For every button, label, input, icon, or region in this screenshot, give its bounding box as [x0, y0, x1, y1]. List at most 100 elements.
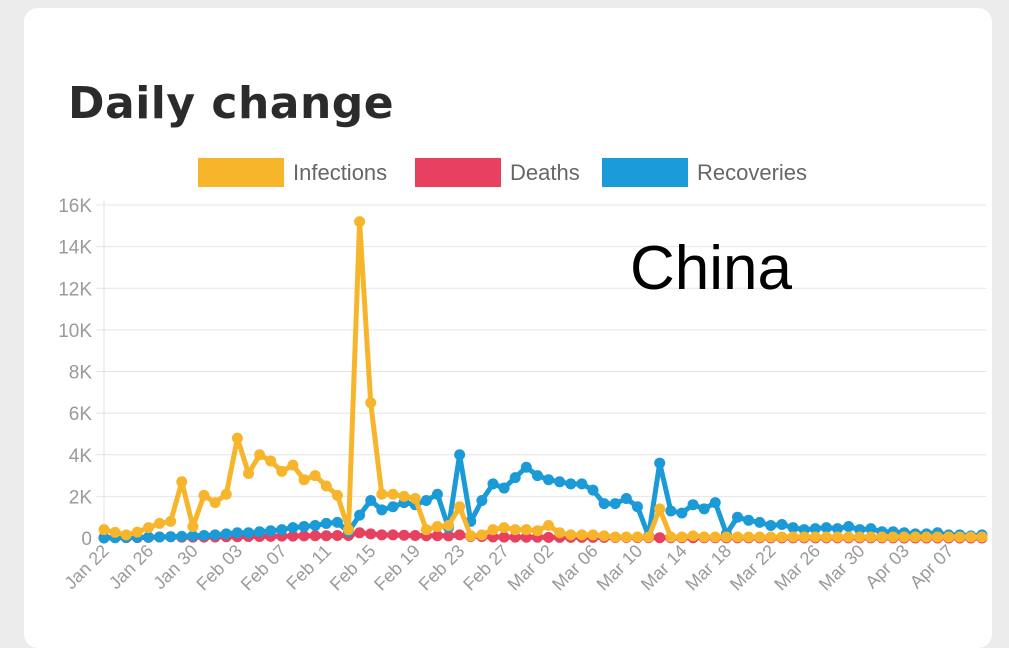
- data-point-infections[interactable]: [731, 531, 743, 543]
- data-point-deaths[interactable]: [320, 530, 332, 542]
- data-point-recoveries[interactable]: [354, 509, 366, 521]
- data-point-infections[interactable]: [176, 476, 188, 488]
- data-point-recoveries[interactable]: [365, 495, 377, 507]
- data-point-recoveries[interactable]: [454, 449, 466, 461]
- data-point-recoveries[interactable]: [476, 495, 488, 507]
- data-point-recoveries[interactable]: [265, 525, 277, 537]
- data-point-infections[interactable]: [676, 531, 688, 543]
- data-point-infections[interactable]: [376, 488, 388, 500]
- data-point-infections[interactable]: [209, 497, 221, 509]
- data-point-infections[interactable]: [465, 530, 477, 542]
- data-point-infections[interactable]: [654, 503, 666, 515]
- data-point-recoveries[interactable]: [554, 476, 566, 488]
- data-point-deaths[interactable]: [443, 530, 455, 542]
- data-point-recoveries[interactable]: [331, 516, 343, 528]
- data-point-infections[interactable]: [165, 515, 177, 527]
- data-point-infections[interactable]: [954, 531, 966, 543]
- data-point-infections[interactable]: [131, 526, 143, 538]
- data-point-infections[interactable]: [876, 531, 888, 543]
- data-point-recoveries[interactable]: [142, 531, 154, 543]
- data-point-recoveries[interactable]: [254, 526, 266, 538]
- data-point-deaths[interactable]: [287, 530, 299, 542]
- data-point-infections[interactable]: [887, 531, 899, 543]
- data-point-infections[interactable]: [331, 489, 343, 501]
- legend-swatch-recoveries[interactable]: [602, 158, 688, 187]
- data-point-infections[interactable]: [898, 531, 910, 543]
- data-point-infections[interactable]: [431, 521, 443, 533]
- data-point-infections[interactable]: [643, 531, 655, 543]
- data-point-recoveries[interactable]: [565, 478, 577, 490]
- data-point-recoveries[interactable]: [287, 522, 299, 534]
- data-point-infections[interactable]: [443, 520, 455, 532]
- data-point-infections[interactable]: [843, 531, 855, 543]
- data-point-deaths[interactable]: [298, 530, 310, 542]
- data-point-infections[interactable]: [531, 525, 543, 537]
- data-point-deaths[interactable]: [454, 529, 466, 541]
- data-point-infections[interactable]: [832, 531, 844, 543]
- data-point-recoveries[interactable]: [865, 523, 877, 535]
- data-point-infections[interactable]: [631, 531, 643, 543]
- data-point-infections[interactable]: [965, 531, 977, 543]
- data-point-infections[interactable]: [709, 531, 721, 543]
- data-point-infections[interactable]: [720, 531, 732, 543]
- data-point-infections[interactable]: [598, 530, 610, 542]
- data-point-infections[interactable]: [109, 526, 121, 538]
- data-point-infections[interactable]: [865, 531, 877, 543]
- data-point-recoveries[interactable]: [754, 516, 766, 528]
- data-point-infections[interactable]: [765, 531, 777, 543]
- data-point-recoveries[interactable]: [698, 503, 710, 515]
- data-point-infections[interactable]: [409, 492, 421, 504]
- data-point-deaths[interactable]: [398, 529, 410, 541]
- data-point-recoveries[interactable]: [609, 498, 621, 510]
- data-point-recoveries[interactable]: [487, 478, 499, 490]
- data-point-infections[interactable]: [320, 480, 332, 492]
- data-point-infections[interactable]: [787, 531, 799, 543]
- data-point-infections[interactable]: [298, 474, 310, 486]
- data-point-infections[interactable]: [387, 488, 399, 500]
- data-point-recoveries[interactable]: [709, 497, 721, 509]
- data-point-recoveries[interactable]: [665, 505, 677, 517]
- data-point-recoveries[interactable]: [543, 474, 555, 486]
- data-point-recoveries[interactable]: [820, 522, 832, 534]
- data-point-deaths[interactable]: [654, 532, 666, 544]
- data-point-deaths[interactable]: [498, 531, 510, 543]
- data-point-infections[interactable]: [220, 488, 232, 500]
- data-point-infections[interactable]: [154, 517, 166, 529]
- data-point-infections[interactable]: [754, 531, 766, 543]
- data-point-recoveries[interactable]: [765, 520, 777, 532]
- data-point-infections[interactable]: [231, 432, 243, 444]
- data-point-recoveries[interactable]: [843, 521, 855, 533]
- data-point-infections[interactable]: [343, 524, 355, 536]
- data-point-infections[interactable]: [520, 524, 532, 536]
- data-point-recoveries[interactable]: [220, 528, 232, 540]
- data-point-infections[interactable]: [187, 521, 199, 533]
- data-point-recoveries[interactable]: [776, 518, 788, 530]
- data-point-deaths[interactable]: [365, 528, 377, 540]
- data-point-infections[interactable]: [120, 529, 132, 541]
- data-point-recoveries[interactable]: [154, 531, 166, 543]
- data-point-recoveries[interactable]: [509, 472, 521, 484]
- data-point-infections[interactable]: [776, 531, 788, 543]
- data-point-recoveries[interactable]: [631, 501, 643, 513]
- data-point-infections[interactable]: [254, 449, 266, 461]
- data-point-recoveries[interactable]: [531, 470, 543, 482]
- data-point-recoveries[interactable]: [787, 522, 799, 534]
- data-point-infections[interactable]: [354, 216, 366, 228]
- data-point-recoveries[interactable]: [209, 529, 221, 541]
- data-point-infections[interactable]: [820, 531, 832, 543]
- data-point-infections[interactable]: [509, 524, 521, 536]
- data-point-deaths[interactable]: [376, 529, 388, 541]
- legend-swatch-deaths[interactable]: [415, 158, 501, 187]
- data-point-infections[interactable]: [932, 531, 944, 543]
- data-point-recoveries[interactable]: [431, 488, 443, 500]
- data-point-recoveries[interactable]: [576, 478, 588, 490]
- data-point-infections[interactable]: [909, 531, 921, 543]
- data-point-recoveries[interactable]: [676, 507, 688, 519]
- data-point-recoveries[interactable]: [165, 531, 177, 543]
- data-point-infections[interactable]: [665, 531, 677, 543]
- data-point-recoveries[interactable]: [309, 520, 321, 532]
- data-point-recoveries[interactable]: [376, 504, 388, 516]
- legend-swatch-infections[interactable]: [198, 158, 284, 187]
- data-point-infections[interactable]: [920, 531, 932, 543]
- data-point-recoveries[interactable]: [654, 457, 666, 469]
